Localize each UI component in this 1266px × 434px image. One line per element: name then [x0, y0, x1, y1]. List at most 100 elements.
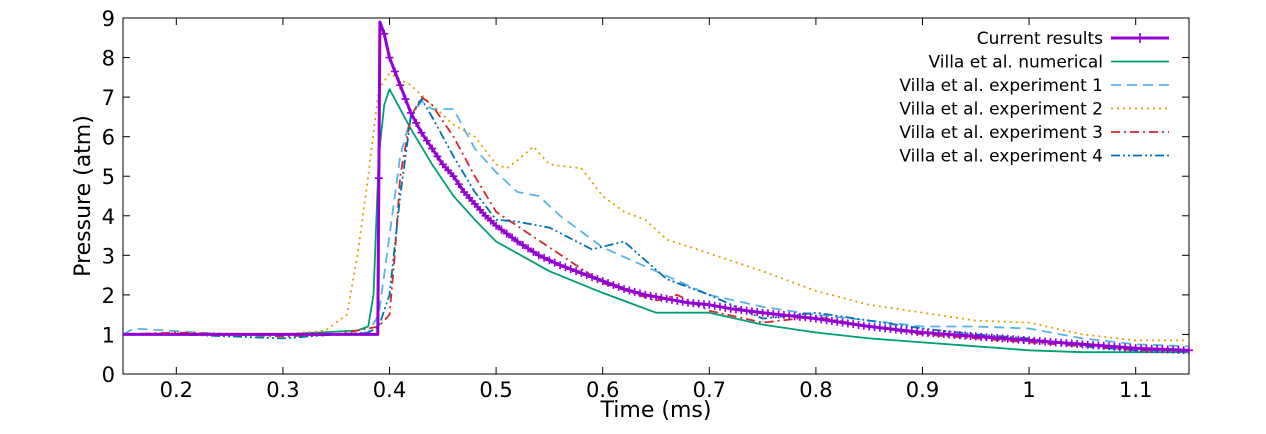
plus-marker [492, 221, 501, 230]
plus-marker [390, 67, 399, 76]
plus-marker [374, 174, 383, 183]
plus-marker [593, 275, 602, 284]
plus-marker [417, 128, 426, 137]
plus-marker [646, 291, 655, 300]
y-tick-label: 0 [102, 363, 115, 387]
x-tick-label: 0.4 [373, 378, 406, 402]
plus-marker [497, 225, 506, 234]
plot-frame [122, 17, 1190, 375]
plus-marker [582, 271, 591, 280]
plus-marker [614, 282, 623, 291]
plus-marker [572, 267, 581, 276]
series-markers-current-results [374, 29, 1193, 355]
legend-label-villa-et-al-experiment-4: Villa et al. experiment 4 [899, 147, 1103, 167]
plus-marker [385, 53, 394, 62]
plus-marker [396, 81, 405, 90]
plus-marker [1185, 346, 1193, 355]
series-layer [122, 20, 1193, 355]
plus-marker [508, 233, 517, 242]
legend-label-current-results: Current results [977, 29, 1103, 49]
plus-marker [705, 300, 714, 309]
legend-label-villa-et-al-experiment-2: Villa et al. experiment 2 [899, 100, 1103, 120]
x-tick-label: 0.8 [799, 378, 832, 402]
plus-marker [513, 237, 522, 246]
x-tick-label: 1 [1022, 378, 1035, 402]
y-tick-label: 7 [102, 86, 115, 110]
legend-label-villa-et-al-numerical: Villa et al. numerical [929, 53, 1104, 73]
plus-marker [540, 253, 549, 262]
plus-marker [710, 301, 719, 310]
plus-marker [556, 261, 565, 270]
y-tick-label: 8 [102, 47, 115, 71]
plus-marker [412, 118, 421, 127]
plus-marker [721, 303, 730, 312]
x-tick-label: 0.5 [479, 378, 512, 402]
axis-ticks: 0.2 0.3 0.4 0.5 0.6 0.7 0.8 0.9 1 1.1 0 1 2 3 4 5 6 7 8 9 [102, 7, 1189, 402]
plus-marker [588, 273, 597, 282]
plus-marker [401, 95, 410, 104]
series-line-villa-et-al-experiment-4 [123, 98, 1189, 352]
plus-marker [715, 302, 724, 311]
plus-marker [641, 290, 650, 299]
y-tick-label: 9 [102, 7, 115, 31]
plus-marker [460, 188, 469, 197]
plus-marker [625, 286, 634, 295]
plus-marker [428, 144, 437, 153]
y-tick-label: 3 [102, 244, 115, 268]
plus-marker [518, 240, 527, 249]
plus-marker [662, 294, 671, 303]
plus-marker [657, 293, 666, 302]
plus-marker [652, 292, 660, 301]
plus-marker [673, 296, 682, 305]
y-tick-label: 5 [102, 165, 115, 189]
plus-marker [545, 256, 554, 265]
plus-marker [422, 136, 431, 145]
legend-label-villa-et-al-experiment-3: Villa et al. experiment 3 [899, 123, 1103, 143]
x-axis-title: Time (ms) [600, 398, 712, 423]
plus-marker [561, 263, 570, 272]
plus-marker [406, 108, 415, 117]
legend: Current results Villa et al. numerical Vil… [899, 29, 1169, 167]
plus-marker [604, 279, 613, 288]
plus-marker [449, 172, 458, 181]
plus-marker [433, 152, 442, 161]
series-line-villa-et-al-numerical [123, 88, 1189, 354]
x-tick-label: 1.1 [1119, 378, 1152, 402]
plus-marker [502, 229, 511, 238]
plus-marker [529, 247, 538, 256]
x-tick-label: 0.3 [266, 378, 299, 402]
x-tick-label: 0.6 [586, 378, 619, 402]
plus-marker [380, 29, 389, 38]
plus-marker [577, 269, 586, 278]
x-tick-label: 0.2 [160, 378, 193, 402]
plus-marker [598, 277, 607, 286]
plus-marker [454, 180, 463, 189]
plus-marker [438, 160, 447, 169]
plus-marker [476, 205, 485, 214]
plus-marker [678, 297, 687, 306]
plus-marker [636, 289, 645, 298]
plus-marker [470, 199, 479, 208]
plus-marker [550, 258, 559, 267]
plus-marker [486, 216, 495, 225]
plus-marker [667, 295, 676, 304]
legend-label-villa-et-al-experiment-1: Villa et al. experiment 1 [899, 76, 1103, 96]
plus-marker [609, 281, 618, 289]
y-tick-label: 1 [102, 323, 115, 347]
plus-marker [620, 284, 629, 293]
plus-marker [566, 265, 575, 274]
plus-marker [534, 251, 543, 260]
plus-marker [524, 244, 533, 253]
plus-marker [465, 193, 474, 202]
legend-plus-marker [1136, 33, 1144, 43]
y-tick-label: 6 [102, 126, 115, 150]
plus-marker [630, 287, 639, 296]
x-tick-label: 0.7 [693, 378, 726, 402]
x-tick-label: 0.9 [906, 378, 939, 402]
y-axis-title: Pressure (atm) [71, 115, 96, 277]
y-tick-label: 4 [102, 205, 115, 229]
plus-marker [481, 211, 490, 220]
y-tick-label: 2 [102, 284, 115, 308]
plus-marker [444, 166, 453, 175]
